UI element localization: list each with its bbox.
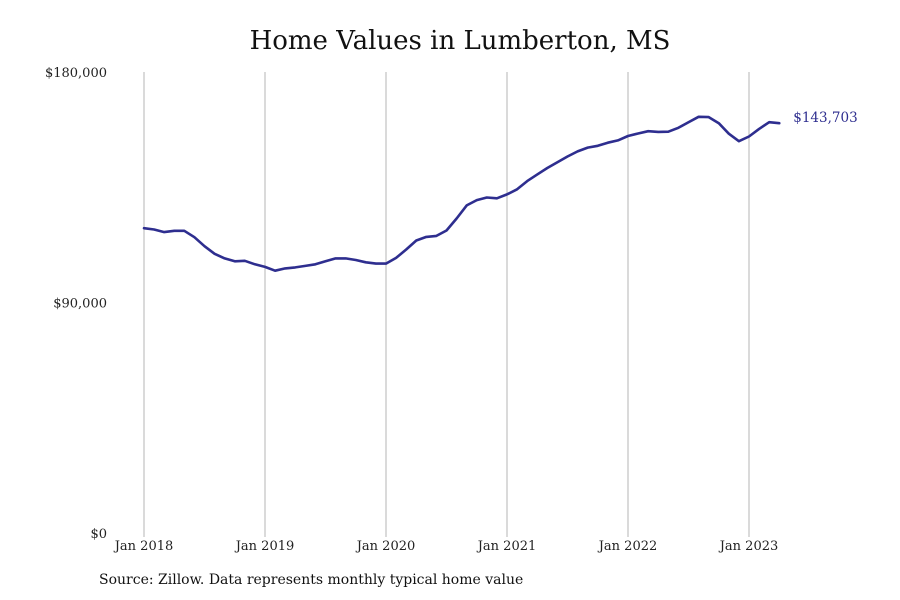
end-value-label: $143,703 (793, 110, 857, 126)
x-tick-label-4: Jan 2022 (597, 539, 658, 554)
source-note: Source: Zillow. Data represents monthly … (99, 572, 524, 588)
x-axis-tick-labels: Jan 2018 Jan 2019 Jan 2020 Jan 2021 Jan 2022… (113, 539, 779, 554)
gridlines (143, 72, 750, 537)
y-tick-label-1: $90,000 (53, 297, 107, 312)
x-tick-label-5: Jan 2023 (718, 539, 779, 554)
x-tick-label-3: Jan 2021 (476, 539, 537, 554)
x-tick-label-2: Jan 2020 (355, 539, 416, 554)
chart-title: Home Values in Lumberton, MS (249, 26, 671, 56)
x-tick-label-1: Jan 2019 (234, 539, 295, 554)
y-tick-label-0: $0 (90, 527, 107, 542)
y-tick-label-2: $180,000 (45, 66, 107, 81)
y-axis-tick-labels: $0 $90,000 $180,000 (45, 66, 107, 542)
series-line (142, 115, 781, 273)
series-layer (142, 115, 781, 273)
x-tick-label-0: Jan 2018 (113, 539, 174, 554)
end-label-layer: $143,703 (793, 110, 857, 126)
